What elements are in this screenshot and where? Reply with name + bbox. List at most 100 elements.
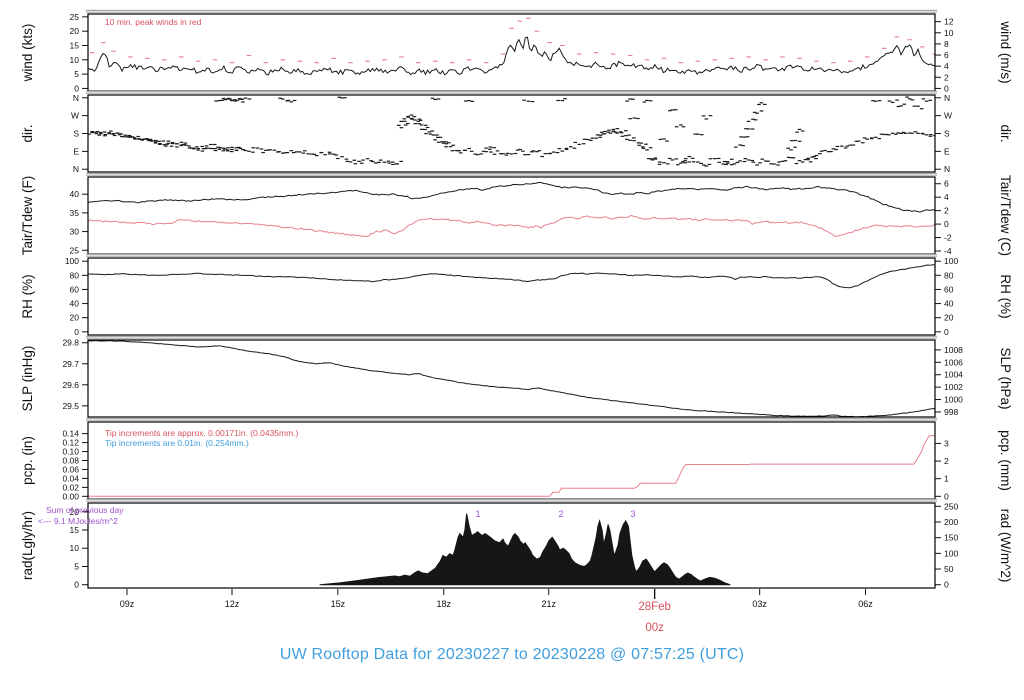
right-tick-label: 4: [944, 192, 949, 202]
annotation-pcp: Tip increments are 0.01in. (0.254mm.): [105, 438, 249, 448]
axis-title-left-dir: dir.: [20, 124, 35, 142]
series-tair: [88, 182, 935, 213]
right-tick-label: 2: [944, 206, 949, 216]
right-tick-label: 0: [944, 219, 949, 229]
left-tick-label: 0.08: [62, 456, 79, 466]
right-tick-label: W: [944, 111, 952, 121]
right-tick-label: 12: [944, 17, 954, 27]
rad-series-group: [319, 513, 731, 586]
left-tick-label: 100: [65, 256, 79, 266]
right-tick-label: 0: [944, 83, 949, 93]
panel-frame-slp: [87, 339, 936, 418]
right-tick-label: 1: [944, 474, 949, 484]
left-tick-label: 20: [70, 313, 80, 323]
dir-series-group: [88, 96, 935, 167]
left-tick-label: 0.14: [62, 429, 79, 439]
left-tick-label: 0.12: [62, 438, 79, 448]
panel-frame-rh: [87, 257, 936, 336]
panel-slp: 29.5 29.6 29.7 29.8 998 1000 1002 1004 1006 1008 S…: [20, 335, 1013, 418]
left-tick-label: 10: [70, 543, 80, 553]
left-tick-label: 0.06: [62, 464, 79, 474]
wind-series-group: [88, 17, 935, 76]
right-tick-label: 40: [944, 299, 954, 309]
left-tick-label: 5: [74, 561, 79, 571]
right-tick-label: 2: [944, 456, 949, 466]
right-tick-label: 2: [944, 72, 949, 82]
right-tick-label: 1000: [944, 395, 963, 405]
time-tick-label: 06z: [858, 599, 873, 609]
axis-title-right-rad: rad (W/m^2): [998, 509, 1013, 583]
right-tick-label: 0: [944, 580, 949, 590]
left-tick-label: 10: [70, 55, 80, 65]
axis-title-right-tair: Tair/Tdew (C): [998, 175, 1013, 256]
right-tick-label: 0: [944, 327, 949, 337]
left-tick-label: 80: [70, 270, 80, 280]
left-tick-label: 0.10: [62, 447, 79, 457]
left-tick-label: 0: [74, 83, 79, 93]
annotation-rad: 1: [475, 509, 480, 519]
time-tick-label: 21z: [542, 599, 557, 609]
right-tick-label: 0: [944, 491, 949, 501]
left-tick-label: 0: [74, 580, 79, 590]
left-tick-label: 25: [70, 12, 80, 22]
left-tick-label: 5: [74, 69, 79, 79]
left-tick-label: 0.04: [62, 473, 79, 483]
left-tick-label: 29.7: [62, 359, 79, 369]
left-tick-label: 30: [70, 227, 80, 237]
right-tick-label: 20: [944, 313, 954, 323]
left-tick-label: 29.6: [62, 380, 79, 390]
left-tick-label: 40: [70, 299, 80, 309]
panel-frame-dir: [87, 94, 936, 173]
right-tick-label: 8: [944, 39, 949, 49]
right-tick-label: N: [944, 93, 950, 103]
axis-title-right-rh: RH (%): [998, 274, 1013, 318]
right-tick-label: 60: [944, 284, 954, 294]
panel-pcp: 0.000.020.040.060.080.100.120.14 0 1 2 3 pcp.…: [20, 417, 1013, 501]
left-tick-label: 40: [70, 189, 80, 199]
time-tick-label: 09z: [120, 599, 135, 609]
right-tick-label: 998: [944, 407, 958, 417]
date-label: 28Feb: [638, 601, 671, 613]
axis-title-left-tair: Tair/Tdew (F): [20, 176, 35, 256]
series-wind-avg: [88, 36, 935, 76]
tair-series-group: [88, 182, 935, 238]
panel-tair: 25 30 35 40 -4 -2 0 2 4 6 Tair/Tdew (F) Tair/Tdew (…: [20, 172, 1013, 256]
right-tick-label: 100: [944, 256, 958, 266]
right-tick-label: E: [944, 146, 950, 156]
time-tick-label: 15z: [331, 599, 346, 609]
left-tick-label: 35: [70, 208, 80, 218]
left-tick-label: 0.00: [62, 491, 79, 501]
right-tick-label: 50: [944, 564, 954, 574]
time-axis: 09z 12z 15z 18z 21z 03z 06z 28Feb 00z: [120, 589, 873, 634]
right-tick-label: 6: [944, 179, 949, 189]
left-tick-label: N: [73, 93, 79, 103]
annotation-rad: Sum of previous day: [46, 505, 124, 515]
footer-title: UW Rooftop Data for 20230227 to 20230228…: [279, 646, 745, 663]
right-tick-label: S: [944, 129, 950, 139]
left-tick-label: 29.5: [62, 401, 79, 411]
left-tick-label: 29.8: [62, 338, 79, 348]
left-tick-label: 20: [70, 26, 80, 36]
axis-title-left-rad: rad(Lgly/hr): [20, 511, 35, 580]
left-tick-label: W: [71, 111, 79, 121]
series-sea-level-pressure: [88, 340, 935, 417]
axis-title-right-dir: dir.: [998, 124, 1013, 142]
left-tick-label: 15: [70, 40, 80, 50]
right-tick-label: 6: [944, 50, 949, 60]
right-tick-label: 10: [944, 28, 954, 38]
left-tick-label: 0: [74, 327, 79, 337]
panel-rh: 0 20 40 60 80 100 0 20 40 60 80 100 RH (%) RH (%): [20, 253, 1013, 337]
right-tick-label: 1008: [944, 345, 963, 355]
annotation-wind: 10 min. peak winds in red: [105, 17, 202, 27]
annotation-pcp: Tip increments are approx. 0.00171in. (0…: [105, 428, 299, 438]
right-tick-label: 4: [944, 61, 949, 71]
right-tick-label: 150: [944, 533, 958, 543]
series-tdew: [88, 214, 935, 238]
annotation-rad: 3: [630, 509, 635, 519]
axis-title-left-rh: RH (%): [20, 274, 35, 318]
right-tick-label: 100: [944, 548, 958, 558]
